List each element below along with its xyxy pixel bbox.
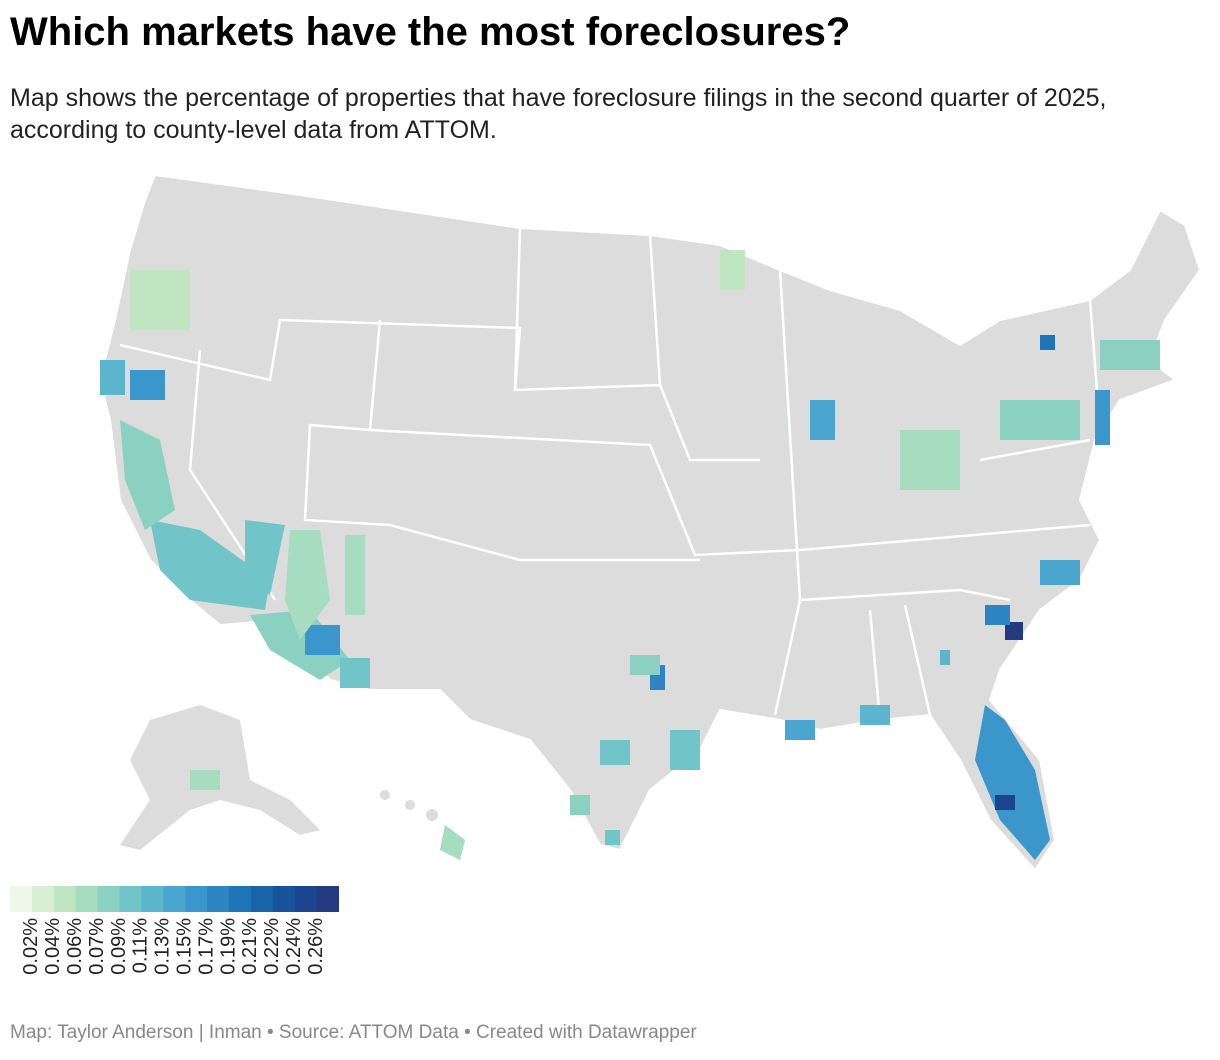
legend-label: 0.19%	[217, 918, 239, 975]
title: Which markets have the most foreclosures…	[10, 10, 851, 54]
legend-swatch	[229, 886, 252, 912]
legend-label: 0.15%	[173, 918, 195, 975]
legend-swatch	[316, 886, 339, 912]
map-shapes	[98, 173, 1202, 872]
legend-label: 0.09%	[108, 918, 130, 975]
subtitle: Map shows the percentage of properties t…	[10, 84, 1107, 144]
legend-label: 0.04%	[42, 918, 64, 975]
legend-label: 0.26%	[305, 918, 327, 975]
legend-swatch	[97, 886, 120, 912]
legend-label: 0.21%	[239, 918, 261, 975]
legend-swatch	[250, 886, 274, 912]
legend-swatch	[272, 886, 296, 912]
legend-swatch	[294, 886, 318, 912]
county-highlights	[100, 250, 1160, 860]
legend-swatch	[53, 886, 77, 912]
legend-swatch	[141, 886, 164, 912]
legend: 0.02% 0.04% 0.06% 0.07% 0.09% 0.11% 0.13% 0.15%…	[10, 886, 339, 975]
legend-label: 0.22%	[261, 918, 283, 975]
legend-label: 0.02%	[20, 918, 42, 975]
legend-label: 0.24%	[283, 918, 305, 975]
legend-label: 0.06%	[64, 918, 86, 975]
legend-label: 0.11%	[130, 918, 152, 973]
legend-label: 0.17%	[195, 918, 217, 975]
footer: Map: Taylor Anderson | Inman • Source: A…	[10, 1022, 697, 1043]
state-borders	[119, 227, 1102, 721]
legend-label: 0.07%	[86, 918, 108, 975]
map: 0.02% 0.04% 0.06% 0.07% 0.09% 0.11% 0.13% 0.15%…	[10, 173, 1202, 975]
legend-swatch	[119, 886, 142, 912]
legend-swatch	[10, 886, 33, 912]
legend-swatch	[163, 886, 186, 912]
legend-swatch	[185, 886, 208, 912]
legend-swatch	[207, 886, 230, 912]
legend-swatch	[75, 886, 99, 912]
legend-swatch	[31, 886, 55, 912]
legend-label: 0.13%	[152, 918, 174, 975]
